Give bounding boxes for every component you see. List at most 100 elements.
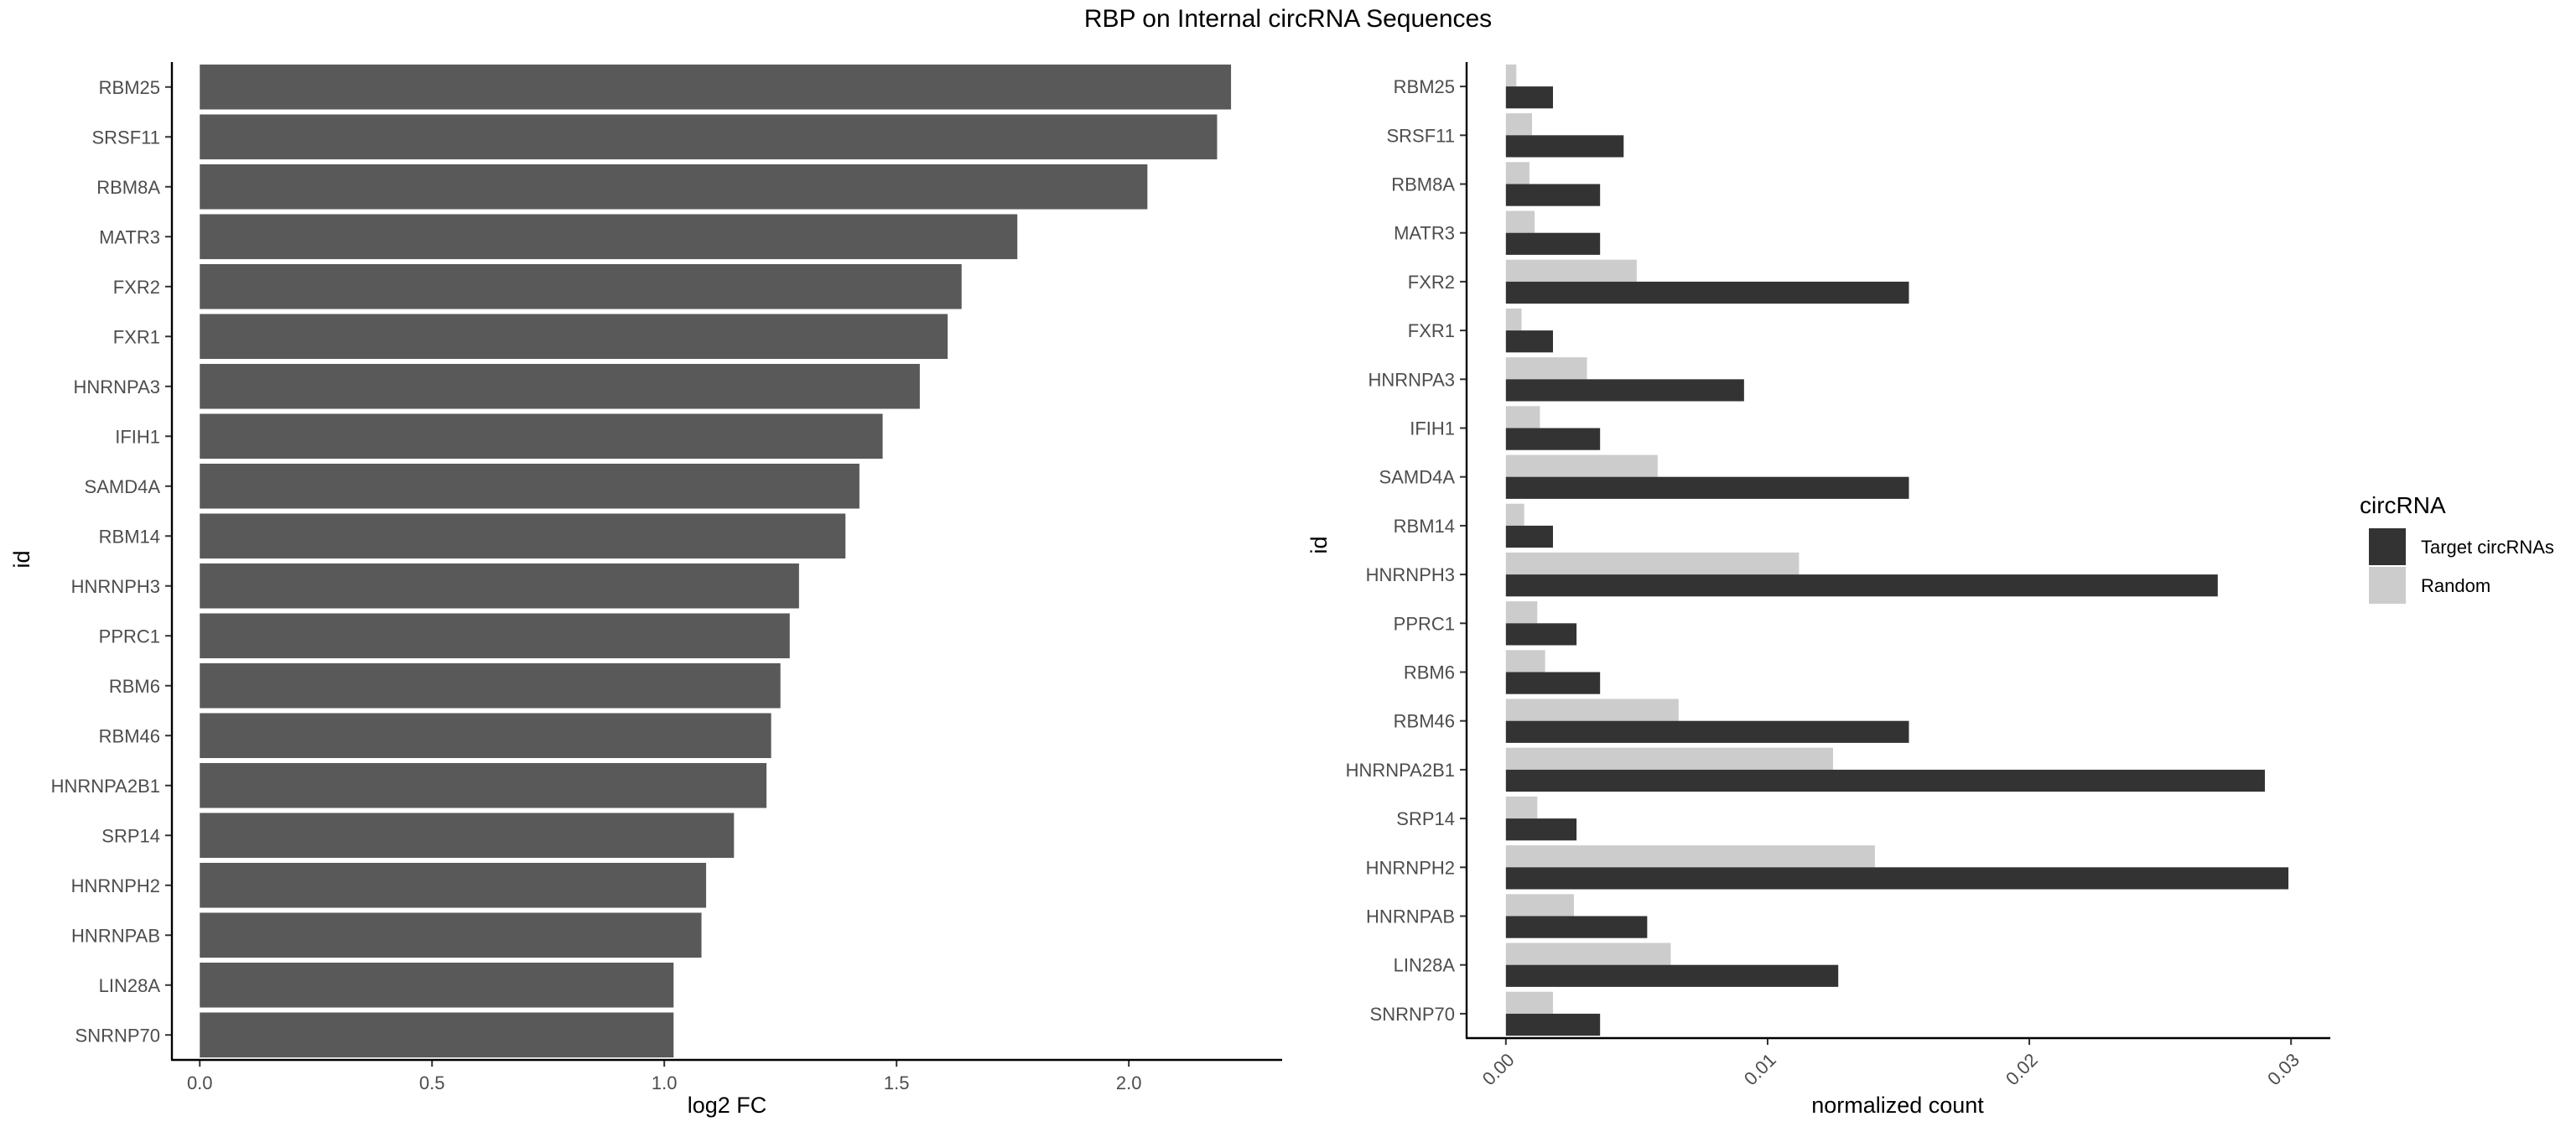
bar-lin28a xyxy=(200,962,674,1008)
left-bar-chart: RBM25 SRSF11 RBM8A MATR3 FXR2 FXR1 HNRNPA3 IFIH… xyxy=(9,62,1282,1118)
bar-target-circrnas-rbm6 xyxy=(1505,672,1601,694)
bar-hnrnpa3 xyxy=(200,363,920,409)
y-tick-label: PPRC1 xyxy=(1394,613,1455,634)
y-tick-label: MATR3 xyxy=(99,226,160,247)
left-bars xyxy=(200,64,1232,1058)
y-tick-label: SNRNP70 xyxy=(75,1025,160,1046)
y-tick-label: SRSF11 xyxy=(1386,125,1455,146)
bar-rbm14 xyxy=(200,513,846,559)
legend-label-target-circrnas: Target circRNAs xyxy=(2421,537,2554,558)
bar-hnrnph3 xyxy=(200,563,799,609)
bar-random-rbm46 xyxy=(1505,699,1679,721)
y-tick-label: FXR1 xyxy=(113,326,160,347)
y-tick-label: HNRNPH2 xyxy=(71,875,160,896)
right-y-axis-ticks: RBM25 SRSF11 RBM8A MATR3 FXR2 FXR1 HNRNPA3 IFIH… xyxy=(1346,76,1467,1025)
bar-random-fxr1 xyxy=(1505,308,1522,331)
y-tick-label: SAMD4A xyxy=(85,476,161,497)
bar-srp14 xyxy=(200,813,735,859)
bar-hnrnpab xyxy=(200,912,702,958)
y-tick-label: HNRNPH3 xyxy=(71,576,160,597)
figure-title: RBP on Internal circRNA Sequences xyxy=(1084,5,1492,33)
y-tick-label: HNRNPH2 xyxy=(1366,857,1455,878)
bar-target-circrnas-rbm46 xyxy=(1505,720,1909,743)
bar-fxr1 xyxy=(200,314,948,360)
bar-rbm8a xyxy=(200,164,1148,210)
bar-target-circrnas-srp14 xyxy=(1505,818,1577,841)
bar-random-rbm25 xyxy=(1505,64,1517,87)
y-tick-label: SRP14 xyxy=(1396,808,1455,829)
bar-target-circrnas-rbm14 xyxy=(1505,525,1553,548)
y-tick-label: RBM25 xyxy=(99,77,160,98)
right-bars xyxy=(1505,64,2289,1036)
y-tick-label: HNRNPAB xyxy=(71,925,160,946)
y-tick-label: RBM14 xyxy=(1394,516,1455,537)
bar-target-circrnas-pprc1 xyxy=(1505,623,1577,646)
x-tick-label: 1.0 xyxy=(652,1072,678,1093)
bar-hnrnpa2b1 xyxy=(200,762,767,808)
left-x-axis-title: log2 FC xyxy=(688,1093,767,1118)
bar-rbm46 xyxy=(200,713,771,759)
bar-random-hnrnph3 xyxy=(1505,552,1800,575)
bar-target-circrnas-snrnp70 xyxy=(1505,1013,1601,1036)
bar-target-circrnas-rbm8a xyxy=(1505,184,1601,206)
y-tick-label: LIN28A xyxy=(99,975,161,996)
bar-target-circrnas-hnrnpab xyxy=(1505,916,1648,938)
y-tick-label: LIN28A xyxy=(1394,955,1456,976)
bar-random-pprc1 xyxy=(1505,601,1538,624)
y-tick-label: FXR1 xyxy=(1408,320,1455,341)
legend: circRNA Target circRNAs Random xyxy=(2360,492,2554,604)
legend-label-random: Random xyxy=(2421,575,2490,596)
y-tick-label: HNRNPH3 xyxy=(1366,564,1455,585)
x-tick-label: 1.5 xyxy=(884,1072,910,1093)
bar-snrnp70 xyxy=(200,1012,674,1058)
bar-target-circrnas-fxr1 xyxy=(1505,330,1553,353)
bar-random-hnrnpa2b1 xyxy=(1505,747,1833,770)
y-tick-label: RBM25 xyxy=(1394,76,1455,97)
y-tick-label: HNRNPA2B1 xyxy=(1346,760,1455,781)
y-tick-label: IFIH1 xyxy=(1410,418,1455,439)
x-tick-label: 2.0 xyxy=(1116,1072,1142,1093)
y-tick-label: SRSF11 xyxy=(91,127,160,148)
y-tick-label: RBM6 xyxy=(1404,662,1455,683)
bar-target-circrnas-fxr2 xyxy=(1505,281,1909,304)
bar-target-circrnas-hnrnph3 xyxy=(1505,574,2218,597)
y-tick-label: RBM46 xyxy=(99,725,160,746)
bar-rbm25 xyxy=(200,64,1232,110)
bar-target-circrnas-hnrnpa2b1 xyxy=(1505,769,2265,792)
bar-random-srp14 xyxy=(1505,796,1538,819)
y-tick-label: FXR2 xyxy=(113,277,160,298)
y-tick-label: RBM46 xyxy=(1394,711,1455,732)
bar-target-circrnas-matr3 xyxy=(1505,232,1601,255)
y-tick-label: HNRNPA3 xyxy=(1368,369,1455,390)
y-tick-label: RBM8A xyxy=(1391,174,1455,195)
legend-swatch-random xyxy=(2369,567,2406,604)
bar-target-circrnas-lin28a xyxy=(1505,964,1839,987)
y-tick-label: SRP14 xyxy=(101,825,160,846)
bar-ifih1 xyxy=(200,413,883,460)
legend-swatch-target-circrnas xyxy=(2369,528,2406,565)
bar-random-hnrnph2 xyxy=(1505,845,1875,868)
bar-target-circrnas-hnrnpa3 xyxy=(1505,379,1744,402)
bar-random-hnrnpab xyxy=(1505,894,1574,917)
bar-target-circrnas-hnrnph2 xyxy=(1505,867,2289,890)
bar-rbm6 xyxy=(200,662,781,709)
bar-random-snrnp70 xyxy=(1505,991,1553,1014)
bar-target-circrnas-rbm25 xyxy=(1505,86,1553,109)
y-tick-label: HNRNPAB xyxy=(1366,906,1455,927)
bar-srsf11 xyxy=(200,114,1218,160)
y-tick-label: SAMD4A xyxy=(1379,467,1456,488)
bar-pprc1 xyxy=(200,613,790,659)
bar-random-matr3 xyxy=(1505,210,1535,233)
y-tick-label: FXR2 xyxy=(1408,272,1455,293)
y-tick-label: IFIH1 xyxy=(115,426,160,447)
y-tick-label: HNRNPA2B1 xyxy=(51,776,160,797)
bar-random-rbm8a xyxy=(1505,162,1530,184)
y-tick-label: PPRC1 xyxy=(99,626,160,647)
left-x-axis-ticks: 0.0 0.5 1.0 1.5 2.0 xyxy=(187,1060,1142,1093)
left-y-axis-title: id xyxy=(9,550,34,568)
legend-title: circRNA xyxy=(2360,492,2446,518)
y-tick-label: HNRNPA3 xyxy=(73,377,160,397)
x-tick-label: 0.0 xyxy=(187,1072,213,1093)
bar-fxr2 xyxy=(200,263,962,309)
